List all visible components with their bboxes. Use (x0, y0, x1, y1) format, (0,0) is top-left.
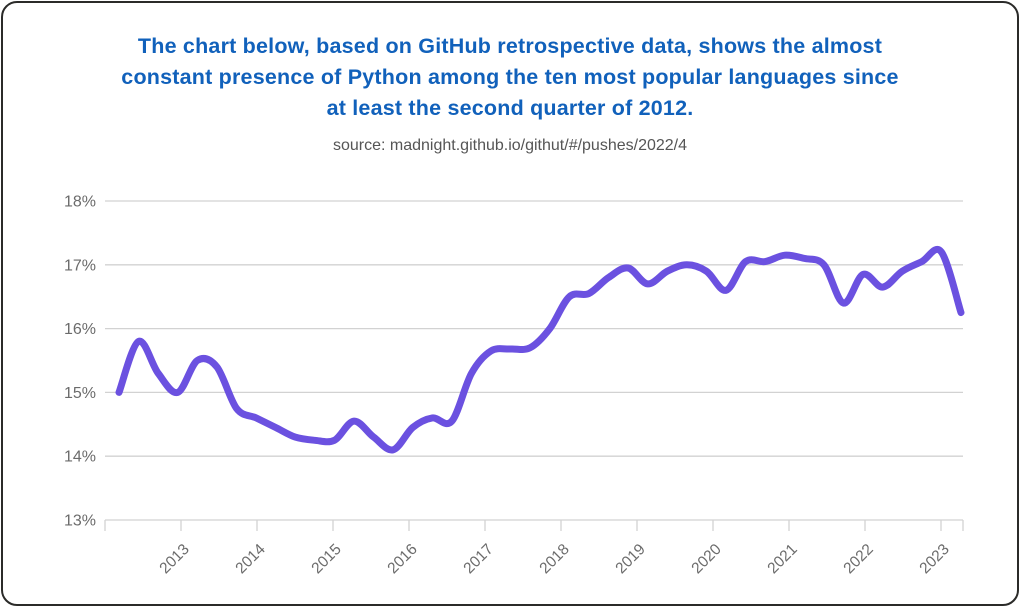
x-axis-label: 2021 (764, 541, 800, 577)
x-axis-label: 2017 (460, 541, 496, 577)
x-axis-label: 2022 (840, 541, 876, 577)
title-line: The chart below, based on GitHub retrosp… (137, 34, 883, 58)
source-caption: source: madnight.github.io/githut/#/push… (332, 137, 688, 154)
title-line: constant presence of Python among the te… (121, 65, 899, 89)
python-share-line (115, 246, 965, 454)
x-axis-label: 2016 (384, 541, 420, 577)
x-axis-label: 2020 (688, 541, 725, 578)
x-axis-label: 2019 (612, 541, 648, 577)
y-axis-label: 18% (64, 194, 96, 211)
x-axis-label: 2014 (232, 541, 269, 578)
y-axis-label: 13% (64, 513, 96, 530)
x-axis-label: 2013 (156, 541, 192, 577)
y-axis-label: 15% (64, 385, 96, 402)
y-axis-label: 17% (64, 257, 96, 274)
x-axis-label: 2018 (536, 541, 572, 577)
page-title: The chart below, based on GitHub retrosp… (3, 3, 1017, 124)
x-axis-label: 2023 (916, 541, 952, 577)
y-axis-label: 16% (64, 321, 96, 338)
x-axis-label: 2015 (308, 541, 344, 577)
title-line: at least the second quarter of 2012. (326, 96, 694, 120)
y-axis-label: 14% (64, 449, 96, 466)
